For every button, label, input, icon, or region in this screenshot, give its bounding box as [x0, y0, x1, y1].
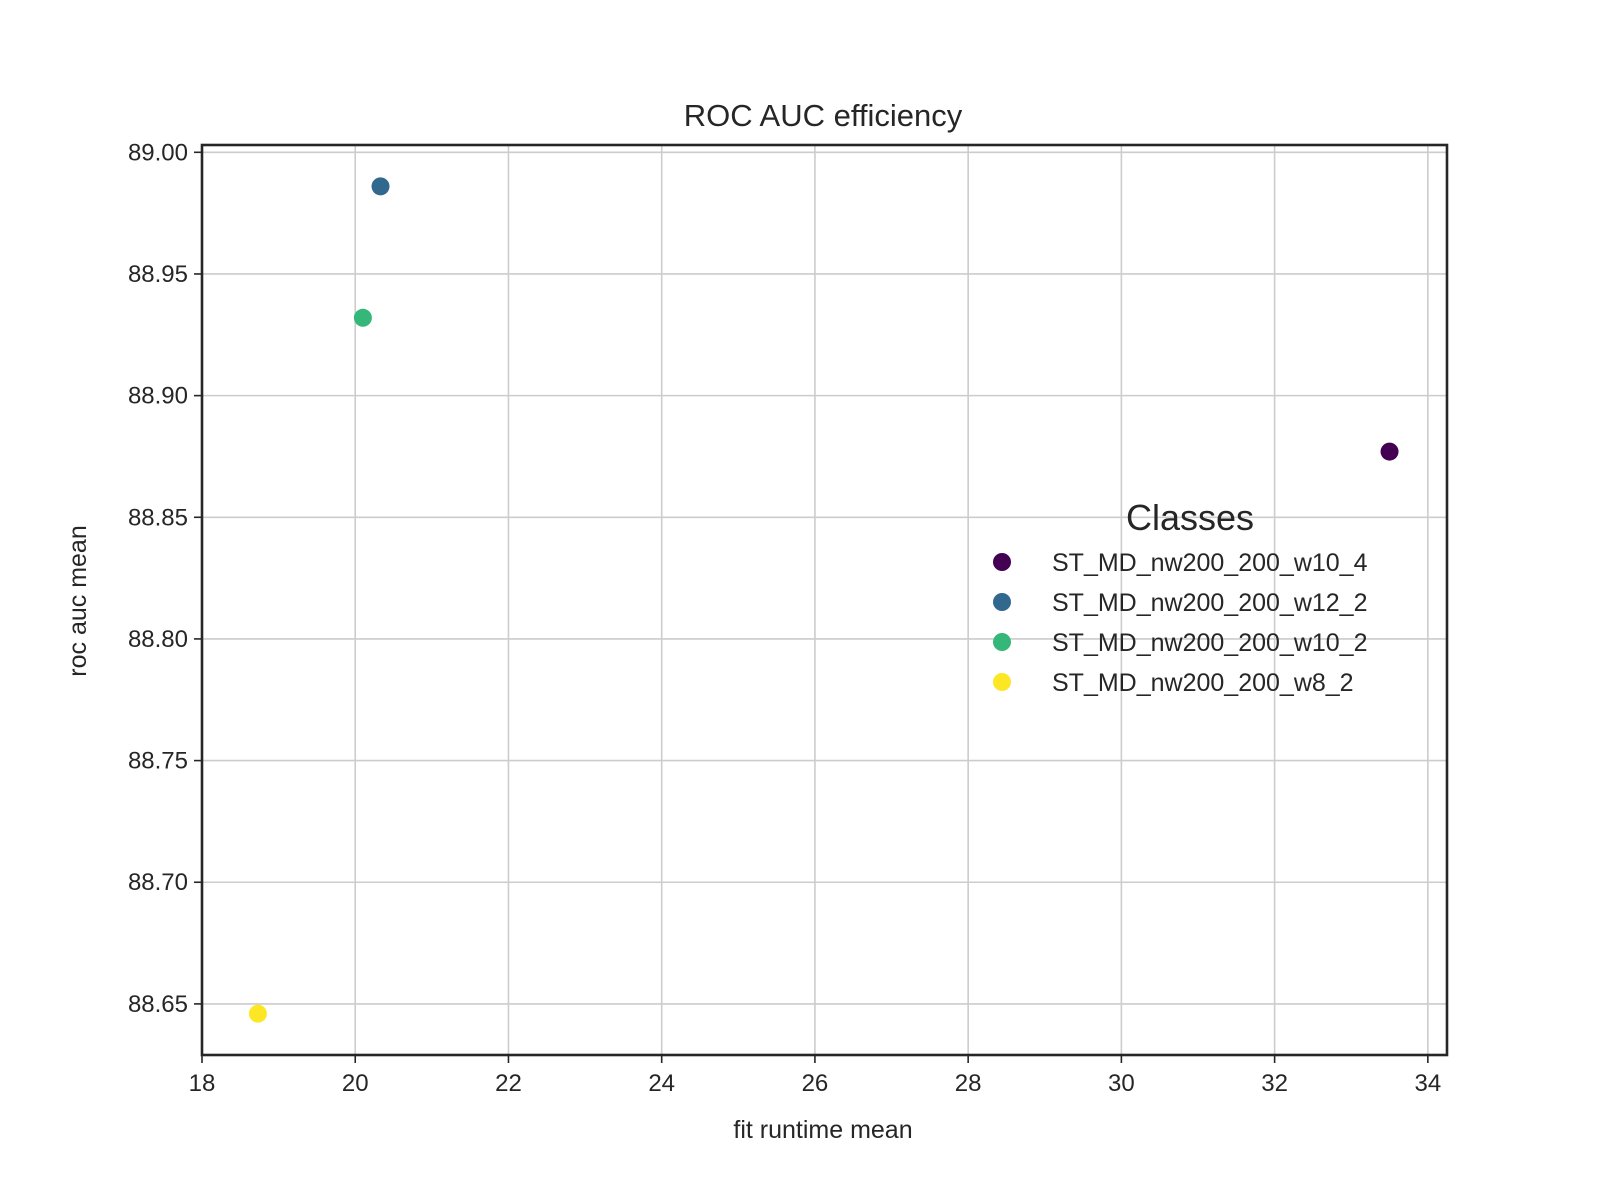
y-tick-label: 88.95 [128, 261, 188, 288]
x-tick-label: 30 [1108, 1070, 1135, 1097]
plot-frame [200, 143, 1449, 1057]
x-tick-label: 24 [648, 1070, 675, 1097]
legend-entry-label: ST_MD_nw200_200_w10_4 [1052, 549, 1368, 577]
y-tick-label: 88.80 [128, 626, 188, 653]
legend-marker [993, 593, 1011, 611]
legend-marker [993, 673, 1011, 691]
x-tick-label: 18 [189, 1070, 216, 1097]
data-point [371, 177, 390, 196]
y-axis-label: roc auc mean [64, 525, 92, 676]
chart-title: ROC AUC efficiency [684, 98, 963, 133]
y-tick-label: 88.90 [128, 383, 188, 410]
legend-marker [993, 553, 1011, 571]
legend-entry-label: ST_MD_nw200_200_w8_2 [1052, 669, 1354, 697]
x-tick-label: 34 [1414, 1070, 1441, 1097]
x-tick-label: 32 [1261, 1070, 1288, 1097]
y-tick-label: 88.70 [128, 869, 188, 896]
grid-lines [201, 145, 1447, 1055]
y-tick-label: 89.00 [128, 139, 188, 166]
data-point [248, 1004, 267, 1023]
data-point [1380, 442, 1399, 461]
legend-title: Classes [1126, 497, 1254, 538]
x-tick-label: 20 [342, 1070, 369, 1097]
legend-entry-label: ST_MD_nw200_200_w12_2 [1052, 589, 1368, 617]
data-point [353, 308, 372, 327]
x-tick-label: 22 [495, 1070, 522, 1097]
y-tick-label: 88.65 [128, 991, 188, 1018]
legend-marker [993, 633, 1011, 651]
legend: Classes ST_MD_nw200_200_w10_4 ST_MD_nw200… [993, 497, 1368, 697]
axis-ticks: 18 20 22 24 26 28 30 32 34 88.65 88.70 88.75 88.80 88… [128, 139, 1441, 1097]
x-tick-label: 28 [955, 1070, 982, 1097]
y-tick-label: 88.75 [128, 748, 188, 775]
x-tick-label: 26 [802, 1070, 829, 1097]
x-axis-label: fit runtime mean [733, 1116, 912, 1144]
legend-entry-label: ST_MD_nw200_200_w10_2 [1052, 629, 1368, 657]
data-points [248, 177, 1399, 1023]
y-tick-label: 88.85 [128, 504, 188, 531]
